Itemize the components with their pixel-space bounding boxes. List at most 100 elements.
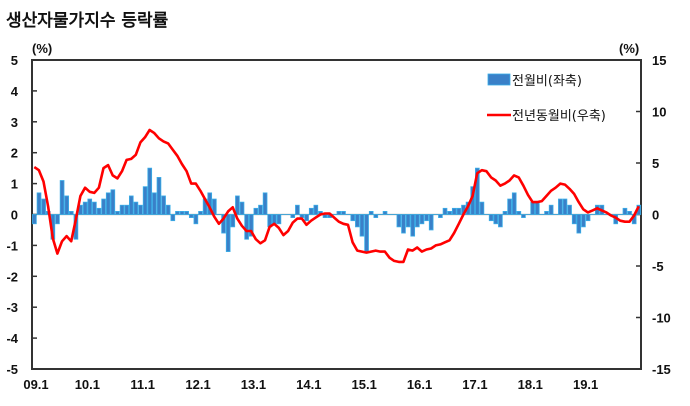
bar-mom: [507, 198, 512, 215]
bar-mom: [276, 214, 282, 225]
bar-mom: [498, 214, 503, 228]
bar-mom: [161, 195, 166, 215]
left-tick-label: -2: [6, 269, 18, 284]
bar-mom: [336, 211, 342, 215]
bar-mom: [119, 204, 125, 215]
left-tick-label: -3: [6, 300, 18, 315]
bar-mom: [105, 192, 111, 215]
bar-mom: [382, 211, 388, 215]
bar-mom: [576, 214, 582, 234]
left-tick-label: 3: [11, 115, 18, 130]
bar-mom: [225, 214, 231, 252]
bar-mom: [627, 211, 632, 215]
bar-mom: [516, 211, 522, 215]
bar-mom: [115, 211, 120, 215]
bar-mom: [235, 195, 240, 215]
bar-mom: [193, 214, 199, 225]
right-tick-label: -10: [652, 311, 671, 326]
bar-mom: [521, 214, 526, 218]
bar-mom: [585, 214, 591, 222]
bar-mom: [571, 214, 577, 225]
bar-mom: [341, 211, 346, 215]
line-yoy: [33, 128, 640, 264]
bar-mom: [405, 214, 411, 228]
legend-bar-label: 전월비(좌축): [512, 74, 582, 89]
bar-mom: [41, 198, 46, 215]
bar-mom: [368, 211, 374, 215]
x-tick-label: 11.1: [130, 377, 155, 392]
bar-mom: [92, 201, 97, 215]
bar-mom: [456, 207, 462, 215]
left-tick-label: -4: [6, 331, 18, 346]
bar-mom: [581, 214, 586, 228]
legend-line-label: 전년동월비(우축): [512, 109, 606, 124]
chart-title: 생산자물가지수 등락률: [6, 11, 169, 31]
bar-mom: [82, 201, 88, 215]
x-tick-label: 16.1: [407, 377, 432, 392]
bar-mom: [124, 204, 129, 215]
bar-mom: [175, 211, 180, 215]
left-tick-label: 4: [11, 84, 19, 99]
bar-mom: [262, 192, 268, 215]
bar-mom: [364, 214, 369, 252]
bar-mom: [502, 211, 508, 215]
bar-mom: [87, 198, 93, 215]
bar-mom: [290, 214, 296, 218]
bar-mom: [479, 201, 485, 215]
left-tick-label: -5: [6, 362, 18, 377]
bar-mom: [442, 207, 448, 215]
left-axis-unit: (%): [32, 41, 52, 56]
x-tick-label: 09.1: [23, 377, 48, 392]
bar-mom: [373, 214, 379, 218]
bar-mom: [248, 214, 254, 237]
bar-mom: [179, 211, 185, 215]
bar-mom: [142, 186, 148, 215]
bar-mom: [493, 214, 499, 225]
bar-mom: [447, 211, 452, 215]
x-tick-label: 18.1: [518, 377, 543, 392]
bar-mom: [96, 207, 102, 215]
bar-mom: [410, 214, 416, 237]
right-tick-label: -5: [652, 259, 664, 274]
right-tick-label: 0: [652, 208, 659, 223]
bar-mom: [401, 214, 406, 234]
right-axis-unit: (%): [619, 41, 639, 56]
bar-mom: [299, 214, 305, 218]
bar-mom: [530, 201, 535, 215]
bar-mom: [64, 195, 70, 215]
bar-mom: [272, 214, 277, 225]
bar-mom: [239, 201, 245, 215]
bar-mom: [258, 204, 263, 215]
bar-mom: [55, 214, 60, 225]
x-tick-label: 10.1: [75, 377, 100, 392]
bar-mom: [396, 214, 402, 228]
bar-mom: [534, 201, 540, 215]
bar-mom: [184, 211, 189, 215]
bar-mom: [133, 201, 139, 215]
x-tick-label: 14.1: [296, 377, 321, 392]
bar-mom: [36, 192, 42, 215]
legend-bar-swatch: [487, 73, 511, 86]
bar-mom: [350, 214, 356, 222]
bar-mom: [188, 214, 194, 218]
bar-mom: [128, 195, 134, 215]
bar-mom: [511, 192, 517, 215]
bar-mom: [59, 180, 65, 215]
bar-mom: [355, 214, 360, 228]
left-tick-label: -1: [6, 238, 18, 253]
bar-mom: [451, 207, 457, 215]
bar-mom: [230, 214, 236, 228]
bar-mom: [438, 214, 443, 218]
bar-mom: [548, 204, 554, 215]
left-tick-label: 1: [11, 177, 18, 192]
right-tick-label: -15: [652, 362, 671, 377]
bar-mom: [558, 198, 563, 215]
x-tick-label: 12.1: [185, 377, 210, 392]
right-tick-label: 15: [652, 53, 666, 68]
left-tick-label: 5: [11, 53, 18, 68]
bar-mom: [562, 198, 568, 215]
bar-mom: [253, 207, 259, 215]
bar-mom: [488, 214, 494, 222]
bar-mom: [156, 177, 162, 215]
